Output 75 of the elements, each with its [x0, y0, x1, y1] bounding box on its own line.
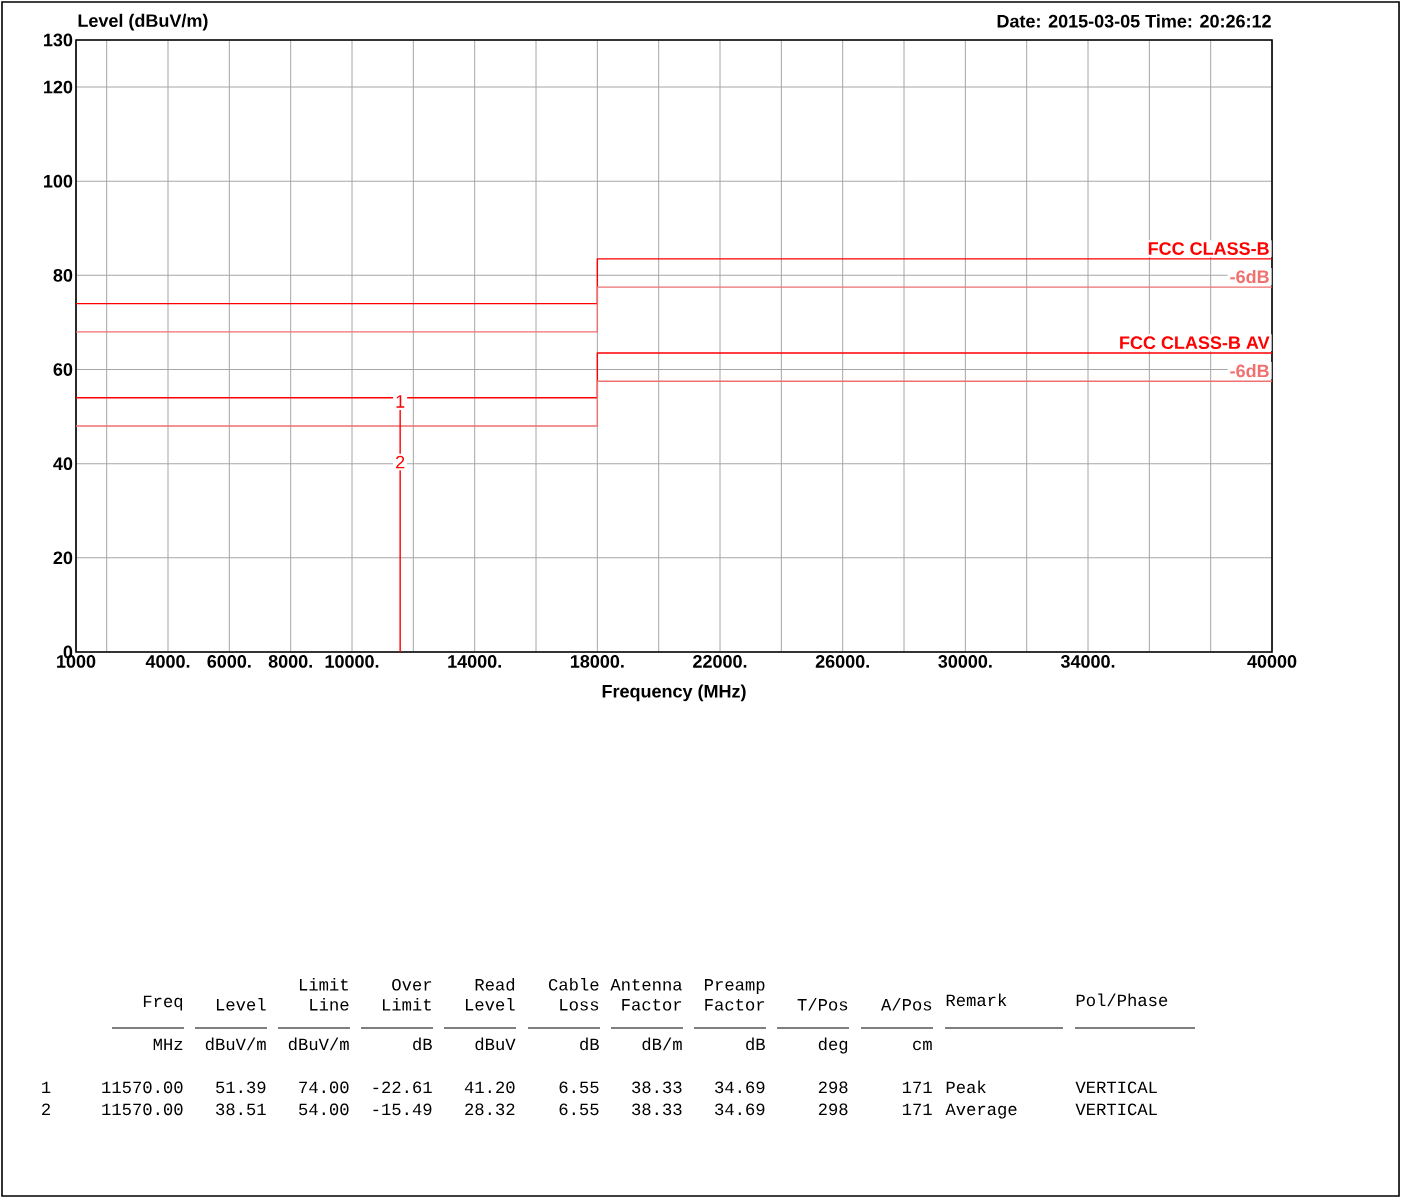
text: Peak — [946, 1080, 986, 1094]
y-axis-title: Level (dBuV/m) — [78, 13, 208, 31]
text: 51.39 — [216, 1081, 266, 1094]
text: dB/m — [642, 1037, 682, 1051]
text: dBuV/m — [205, 1037, 266, 1051]
x-tick-label: 8000. — [268, 655, 312, 668]
text: 171 — [902, 1103, 932, 1115]
text: 41.20 — [464, 1081, 515, 1094]
text: -15.49 — [373, 1103, 432, 1116]
text: 54.00 — [299, 1103, 349, 1116]
text: Pol/Phase — [1076, 993, 1168, 1007]
x-tick-label: 22000. — [693, 655, 747, 668]
text: Read Level — [465, 977, 515, 1011]
text: dBuV — [475, 1037, 516, 1051]
text: 6.55 — [559, 1103, 599, 1116]
text: T/Pos — [797, 997, 848, 1011]
x-tick-label: 10000. — [325, 655, 379, 668]
text: dBuV/m — [288, 1037, 349, 1051]
text: Preamp Factor — [705, 979, 765, 1011]
text: 74.00 — [299, 1081, 349, 1094]
text: Over Limit — [382, 978, 432, 1011]
text: VERTICAL — [1075, 1081, 1157, 1094]
x-tick-label: 34000. — [1060, 655, 1115, 668]
text: VERTICAL — [1075, 1103, 1157, 1116]
text: 28.32 — [465, 1103, 515, 1116]
text: -22.61 — [373, 1081, 432, 1094]
text: 38.33 — [632, 1103, 682, 1116]
text: Cable Loss — [548, 977, 599, 1011]
text: A/Pos — [881, 997, 932, 1011]
text: MHz — [153, 1038, 183, 1050]
x-tick-label: 18000. — [570, 655, 624, 668]
text: Date: 2015-03-05 Time: 20:26:12 — [997, 14, 1271, 28]
text: cm — [913, 1040, 932, 1051]
annotation: 2 — [396, 455, 405, 469]
text: Level — [216, 997, 266, 1011]
y-tick-label: 130 — [44, 33, 73, 47]
annotation: 1 — [396, 395, 405, 408]
text: 34.69 — [715, 1103, 765, 1116]
x-tick-label: 14000. — [448, 655, 501, 668]
series-label: -6dB — [1230, 364, 1269, 378]
text: dB — [580, 1037, 599, 1051]
x-tick-label: 40000 — [1247, 655, 1297, 668]
y-tick-label: 100 — [44, 174, 73, 188]
text: 6.55 — [559, 1081, 599, 1094]
series-label: -6dB — [1230, 269, 1269, 284]
text: Limit Line — [299, 977, 349, 1011]
text: 2 — [42, 1103, 50, 1115]
text: Remark — [946, 993, 1007, 1007]
x-tick-label: 26000. — [815, 655, 869, 668]
text: 1 — [42, 1081, 51, 1093]
y-tick-label: 60 — [53, 363, 73, 376]
text: deg — [818, 1037, 848, 1054]
text: dB — [413, 1037, 432, 1051]
x-tick-label: 4000. — [145, 655, 190, 668]
y-tick-label: 80 — [53, 268, 73, 282]
text: 298 — [818, 1103, 848, 1116]
text: 171 — [902, 1081, 932, 1093]
text: 38.51 — [216, 1103, 266, 1116]
x-tick-label: 6000. — [207, 655, 251, 668]
y-tick-label: 40 — [53, 457, 73, 471]
text: Freq — [143, 995, 183, 1011]
y-tick-label: 120 — [44, 80, 73, 94]
y-tick-label: 20 — [53, 551, 73, 565]
text: Average — [945, 1103, 1017, 1119]
text: 298 — [818, 1081, 848, 1094]
series-label: FCC CLASS-B — [1148, 242, 1269, 255]
x-axis-title: Frequency (MHz) — [602, 684, 746, 702]
series-label: FCC CLASS-B AV — [1120, 336, 1270, 350]
text: 38.33 — [632, 1081, 682, 1094]
text: Antenna Factor — [610, 978, 682, 1011]
text: dB — [746, 1037, 765, 1051]
text: 11570.00 — [102, 1103, 183, 1116]
x-tick-label: 30000. — [938, 655, 992, 668]
text: 11570.00 — [102, 1081, 183, 1094]
text: 34.69 — [715, 1081, 765, 1094]
